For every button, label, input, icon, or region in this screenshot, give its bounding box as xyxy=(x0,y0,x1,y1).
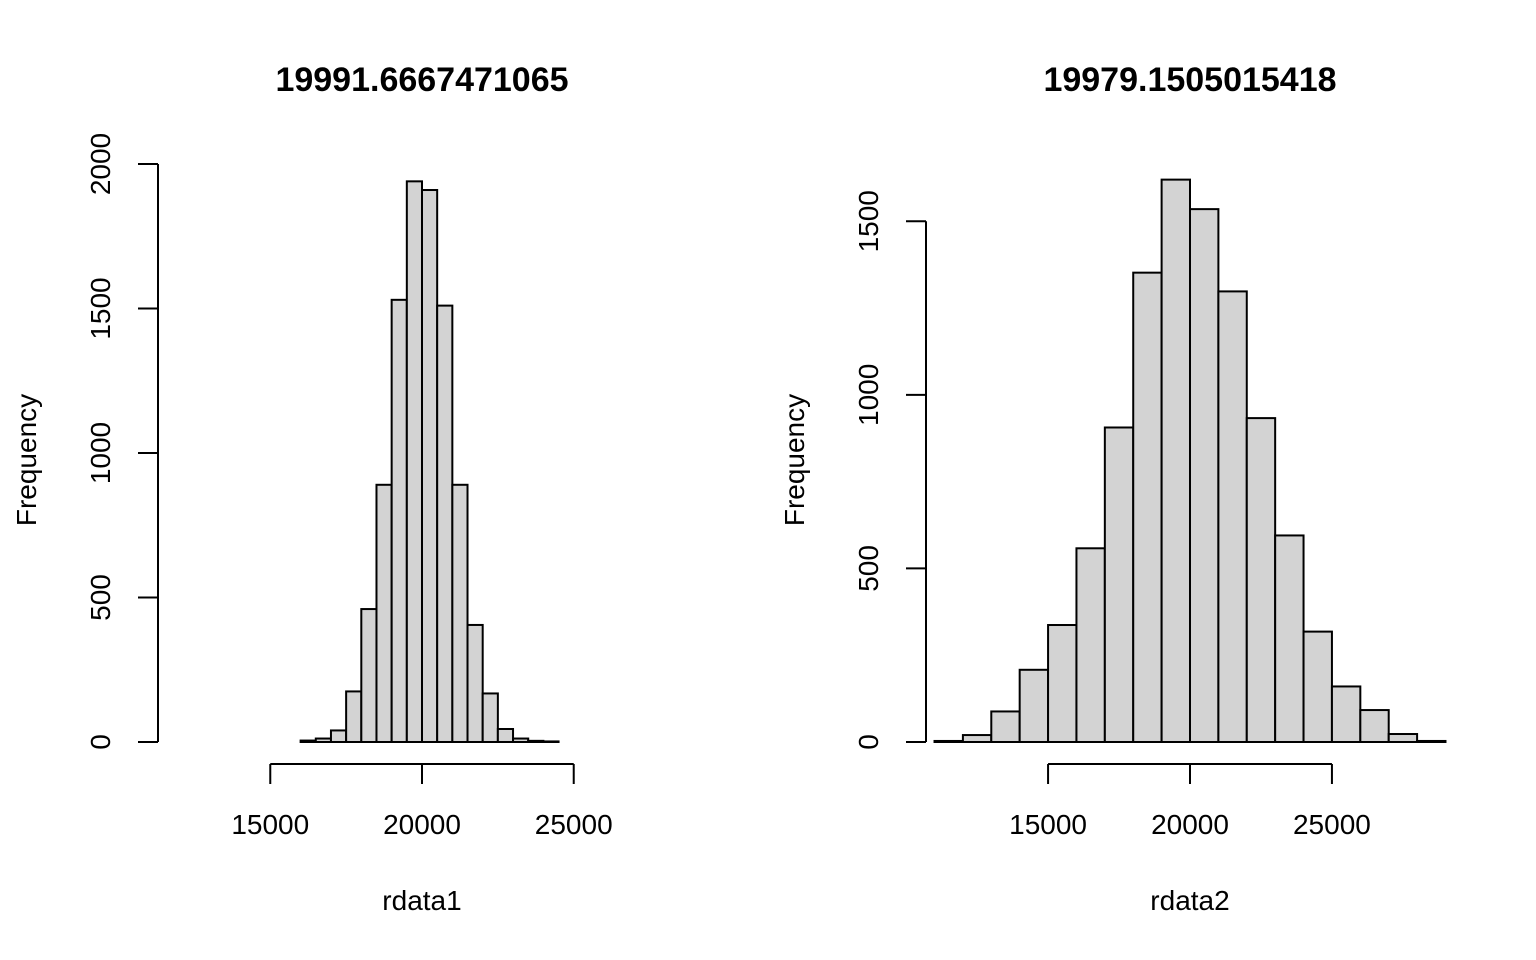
histogram-bar xyxy=(1018,668,1050,743)
y-tick-label: 500 xyxy=(85,574,116,621)
bars xyxy=(933,178,1447,744)
histogram-bar xyxy=(1359,709,1390,743)
histogram-bar xyxy=(1387,733,1419,744)
histogram-bar xyxy=(1132,271,1163,743)
histogram-rdata2: 19979.1505015418 rdata2 Frequency 0 500 10… xyxy=(779,61,1447,916)
y-tick-label: 1000 xyxy=(853,364,884,426)
y-tick-label: 1000 xyxy=(85,422,116,484)
y-axis: 0 500 1000 1500 xyxy=(853,190,927,750)
histogram-bar xyxy=(1217,290,1248,743)
histogram-bar xyxy=(1047,624,1078,743)
y-axis-label: Frequency xyxy=(779,394,810,526)
histogram-bar xyxy=(1416,739,1447,743)
x-tick-label: 20000 xyxy=(1151,809,1229,840)
x-tick-label: 15000 xyxy=(231,809,309,840)
histogram-bar xyxy=(1160,178,1192,743)
histogram-bar xyxy=(421,189,439,743)
histogram-bar xyxy=(990,710,1021,743)
histogram-bar xyxy=(961,734,993,744)
histogram-bar xyxy=(345,690,363,743)
x-axis: 15000 20000 25000 xyxy=(231,763,613,840)
histogram-bar xyxy=(933,739,964,743)
histogram-bar xyxy=(542,740,560,743)
histogram-bar xyxy=(314,737,332,743)
y-tick-label: 0 xyxy=(853,734,884,750)
histogram-bar xyxy=(496,727,515,743)
histogram-bar xyxy=(299,739,317,743)
x-tick-label: 25000 xyxy=(535,809,613,840)
bars xyxy=(299,180,560,744)
histogram-bar xyxy=(512,737,530,743)
x-tick-label: 25000 xyxy=(1293,809,1371,840)
x-axis-label: rdata2 xyxy=(1150,885,1229,916)
y-tick-label: 1500 xyxy=(853,190,884,252)
histogram-bar xyxy=(1189,208,1220,743)
x-axis: 15000 20000 25000 xyxy=(1009,763,1371,840)
histogram-bar xyxy=(481,692,499,743)
histogram-bar xyxy=(1103,426,1135,743)
y-tick-label: 1500 xyxy=(85,277,116,339)
histogram-bar xyxy=(1075,547,1106,743)
x-tick-label: 20000 xyxy=(383,809,461,840)
histogram-bar xyxy=(329,729,348,744)
histogram-bar xyxy=(405,180,423,743)
histogram-bar xyxy=(1302,630,1333,743)
histogram-bar xyxy=(527,739,545,743)
x-tick-label: 15000 xyxy=(1009,809,1087,840)
y-axis-label: Frequency xyxy=(11,394,42,526)
y-tick-label: 0 xyxy=(85,734,116,750)
chart-title: 19979.1505015418 xyxy=(1043,61,1336,99)
histogram-bar xyxy=(1274,534,1305,743)
histogram-rdata1: 19991.6667471065 rdata1 Frequency 0 500 10… xyxy=(11,61,613,916)
histogram-bar xyxy=(466,623,484,744)
histogram-bar xyxy=(360,608,378,743)
y-tick-label: 2000 xyxy=(85,133,116,195)
y-tick-label: 500 xyxy=(853,545,884,592)
x-axis-label: rdata1 xyxy=(382,885,461,916)
chart-title: 19991.6667471065 xyxy=(275,61,568,99)
y-axis: 0 500 1000 1500 2000 xyxy=(85,133,159,750)
histogram-bar xyxy=(451,483,469,743)
histogram-bar xyxy=(1245,417,1277,743)
histogram-bar xyxy=(375,483,393,743)
histogram-bar xyxy=(436,304,454,743)
histogram-bar xyxy=(390,298,408,743)
histogram-bar xyxy=(1330,685,1362,744)
